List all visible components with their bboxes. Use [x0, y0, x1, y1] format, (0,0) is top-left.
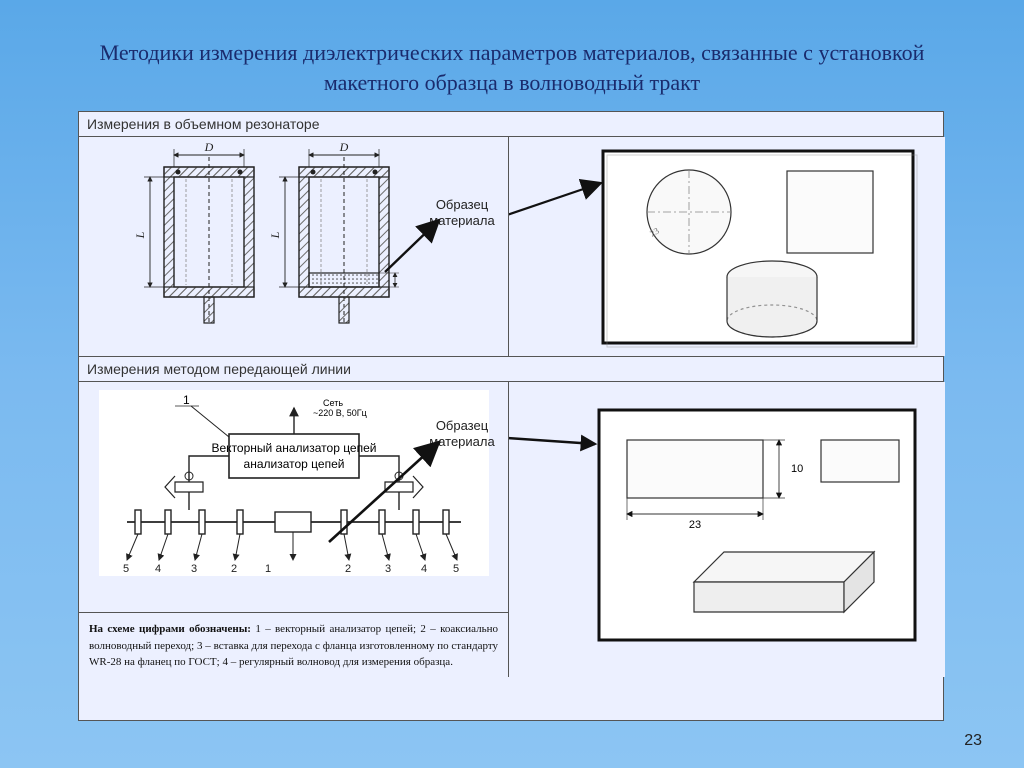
rect-samples-svg: 23 10 [509, 382, 945, 677]
row-resonator: D L [79, 137, 943, 357]
svg-text:анализатор цепей: анализатор цепей [244, 457, 345, 471]
transline-schematic-cell: Векторный анализатор цепей анализатор це… [79, 382, 509, 677]
svg-text:5: 5 [453, 563, 459, 575]
svg-text:4: 4 [421, 563, 427, 575]
transline-svg: Векторный анализатор цепей анализатор це… [79, 382, 509, 612]
resonator-svg: D L [79, 137, 509, 355]
transline-samples-cell: 23 10 [509, 382, 945, 677]
sample-label-2: Образец материала [417, 418, 507, 449]
svg-text:~220 В, 50Гц: ~220 В, 50Гц [313, 408, 367, 418]
row-transline: Векторный анализатор цепей анализатор це… [79, 382, 943, 677]
svg-text:D: D [204, 140, 214, 154]
svg-text:1: 1 [183, 393, 190, 407]
svg-text:4: 4 [155, 563, 161, 575]
svg-text:1: 1 [265, 563, 271, 575]
slide-title: Методики измерения диэлектрических парам… [0, 0, 1024, 111]
svg-text:2: 2 [345, 563, 351, 575]
sample-label-1: Образец материала [417, 197, 507, 228]
svg-text:Векторный анализатор цепей: Векторный анализатор цепей [212, 441, 377, 455]
row2-header: Измерения методом передающей линии [79, 357, 943, 382]
svg-text:23: 23 [689, 519, 701, 531]
row1-header: Измерения в объемном резонаторе [79, 112, 943, 137]
svg-text:L: L [268, 232, 282, 240]
samples-shapes-svg: 23 [509, 137, 945, 355]
resonator-diagrams-cell: D L [79, 137, 509, 356]
svg-text:10: 10 [791, 463, 803, 475]
resonator-samples-cell: 23 [509, 137, 945, 356]
svg-text:D: D [339, 140, 349, 154]
svg-text:5: 5 [123, 563, 129, 575]
svg-text:2: 2 [231, 563, 237, 575]
content-panel: Измерения в объемном резонаторе [78, 111, 944, 721]
svg-text:3: 3 [191, 563, 197, 575]
svg-text:Сеть: Сеть [323, 398, 343, 408]
legend-text: На схеме цифрами обозначены: 1 – векторн… [79, 612, 508, 677]
page-number: 23 [964, 732, 982, 750]
svg-text:3: 3 [385, 563, 391, 575]
svg-text:L: L [133, 232, 147, 240]
